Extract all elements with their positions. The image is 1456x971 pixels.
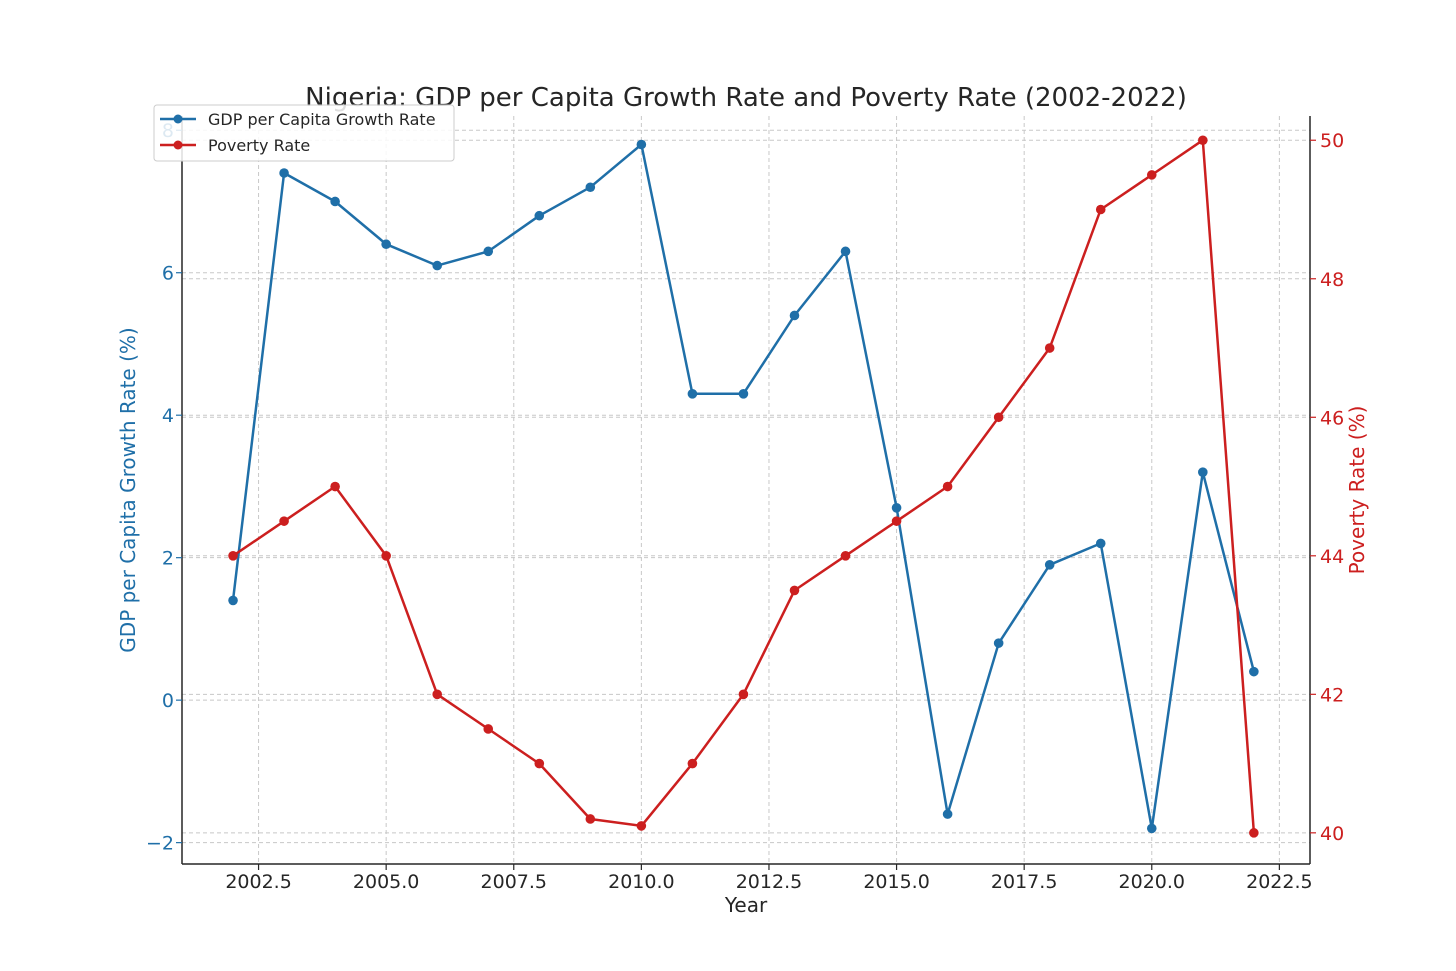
legend: GDP per Capita Growth Rate Poverty Rate xyxy=(153,104,455,162)
y-right-tick-label-3: 46 xyxy=(1320,407,1344,429)
axes-layer: 2002.5 2005.0 2007.5 2010.0 2012.5 2015.0 2017… xyxy=(146,116,1344,893)
data-point-gdp-2021 xyxy=(1198,467,1208,477)
x-tick-label-1: 2005.0 xyxy=(353,871,419,893)
data-point-gdp-2020 xyxy=(1146,823,1157,834)
data-point-gdp-2011 xyxy=(687,389,698,399)
x-tick-label-4: 2012.5 xyxy=(736,871,802,893)
data-point-poverty-2015 xyxy=(891,516,902,526)
data-point-poverty-2018 xyxy=(1044,343,1055,353)
y-right-tick-label-0: 40 xyxy=(1320,823,1344,845)
x-tick-label-2: 2007.5 xyxy=(481,871,547,893)
data-point-gdp-2022 xyxy=(1249,666,1259,677)
data-point-gdp-2014 xyxy=(840,246,851,257)
data-point-poverty-2021 xyxy=(1198,135,1208,146)
data-point-poverty-2013 xyxy=(789,585,800,596)
x-tick-label-6: 2017.5 xyxy=(991,871,1057,893)
y-left-tick-label-0: −2 xyxy=(146,833,174,855)
data-point-poverty-2004 xyxy=(330,481,340,492)
data-point-gdp-2005 xyxy=(381,239,391,250)
data-point-gdp-2008 xyxy=(534,210,545,221)
legend-label-poverty: Poverty Rate xyxy=(208,136,310,155)
x-tick-label-5: 2015.0 xyxy=(863,871,929,893)
data-point-poverty-2014 xyxy=(840,550,851,561)
data-point-poverty-2019 xyxy=(1095,204,1106,215)
x-tick-label-8: 2022.5 xyxy=(1246,871,1312,893)
y-left-tick-label-4: 6 xyxy=(162,263,174,285)
grid-layer xyxy=(182,116,1310,864)
x-axis-title: Year xyxy=(724,893,768,917)
data-point-poverty-2005 xyxy=(381,550,391,561)
y-right-tick-label-2: 44 xyxy=(1320,546,1344,568)
series-layer xyxy=(228,135,1259,838)
data-point-gdp-2002 xyxy=(228,595,238,606)
data-point-poverty-2009 xyxy=(585,814,596,824)
y-right-tick-label-5: 50 xyxy=(1320,130,1344,152)
legend-marker-gdp xyxy=(173,114,183,124)
data-point-poverty-2011 xyxy=(687,758,698,769)
data-point-poverty-2016 xyxy=(942,481,953,492)
data-point-poverty-2003 xyxy=(279,516,289,526)
y-right-tick-label-1: 42 xyxy=(1320,684,1344,706)
data-point-poverty-2020 xyxy=(1146,170,1157,180)
data-point-poverty-2006 xyxy=(432,689,443,700)
data-point-gdp-2006 xyxy=(432,260,443,271)
x-tick-label-3: 2010.0 xyxy=(608,871,674,893)
data-point-gdp-2019 xyxy=(1095,538,1106,549)
x-tick-label-7: 2020.0 xyxy=(1119,871,1185,893)
data-point-gdp-2012 xyxy=(738,389,749,399)
data-point-gdp-2003 xyxy=(279,168,289,178)
data-point-poverty-2008 xyxy=(534,758,545,769)
data-point-poverty-2022 xyxy=(1249,828,1259,838)
data-point-gdp-2010 xyxy=(636,139,647,150)
data-point-gdp-2017 xyxy=(993,638,1004,648)
data-point-poverty-2017 xyxy=(993,412,1004,423)
y-left-tick-label-3: 4 xyxy=(162,405,174,427)
data-point-poverty-2007 xyxy=(483,724,494,734)
y-left-axis-title: GDP per Capita Growth Rate (%) xyxy=(116,327,140,652)
data-point-gdp-2016 xyxy=(942,809,953,819)
data-point-gdp-2009 xyxy=(585,182,596,193)
data-point-gdp-2015 xyxy=(891,503,902,513)
data-point-gdp-2018 xyxy=(1044,560,1055,570)
y-right-tick-label-4: 48 xyxy=(1320,269,1344,291)
y-left-tick-label-1: 0 xyxy=(162,690,174,712)
x-tick-label-0: 2002.5 xyxy=(225,871,291,893)
legend-marker-poverty xyxy=(173,140,183,150)
legend-box xyxy=(153,104,455,162)
y-right-axis-title: Poverty Rate (%) xyxy=(1345,406,1369,575)
data-point-poverty-2010 xyxy=(636,821,647,831)
data-point-gdp-2007 xyxy=(483,246,494,257)
y-left-tick-label-2: 2 xyxy=(162,548,174,570)
data-point-gdp-2013 xyxy=(789,310,800,321)
data-point-gdp-2004 xyxy=(330,196,340,207)
data-point-poverty-2002 xyxy=(228,550,238,561)
data-point-poverty-2012 xyxy=(738,689,749,700)
legend-label-gdp: GDP per Capita Growth Rate xyxy=(208,110,436,129)
